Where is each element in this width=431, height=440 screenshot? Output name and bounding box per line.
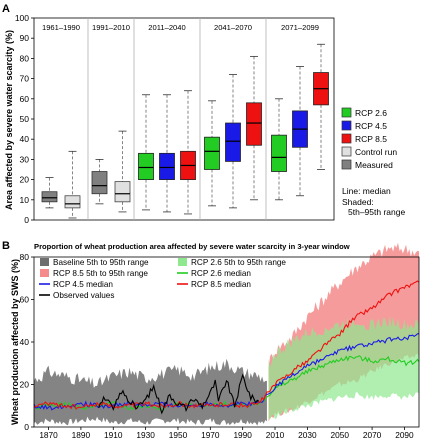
a-box-body — [271, 134, 287, 172]
b-xtick-label: 2090 — [395, 430, 414, 440]
a-box-rcp-8-5 — [246, 55, 262, 201]
b-xtick-label: 1950 — [169, 430, 188, 440]
a-box-body — [114, 181, 131, 203]
panel-a-letter: A — [2, 3, 10, 15]
a-ytick-label: 30 — [20, 154, 30, 164]
b-legend-label-rcp-8-5-5th-to-95th-range: RCP 8.5 5th to 95th range — [53, 269, 148, 278]
panel-b-title: Proportion of wheat production area affe… — [34, 242, 350, 251]
a-box-body — [225, 122, 241, 162]
a-ytick-label: 50 — [20, 114, 30, 124]
a-ytick-label: 100 — [15, 13, 29, 23]
b-line-observed-values — [98, 373, 260, 415]
a-box-rcp-2-6 — [204, 100, 220, 207]
panel-b-yticks: 0 20 40 60 80 — [20, 252, 34, 432]
b-legend-swatch-rcp-2-6-5th-to-95th-range — [178, 258, 187, 266]
b-xtick-label: 2050 — [331, 430, 350, 440]
b-legend-label-rcp-2-6-median: RCP 2.6 median — [191, 269, 251, 278]
b-legend-label-observed-values: Observed values — [53, 291, 114, 300]
a-ytick-label: 80 — [20, 53, 30, 63]
b-xtick-label: 1910 — [104, 430, 123, 440]
a-period-label: 2071–2099 — [281, 23, 319, 32]
legend-swatch-control-run — [341, 146, 352, 157]
b-legend-label-baseline-5th-to-95th-range: Baseline 5th to 95th range — [53, 258, 149, 267]
b-legend-swatch-baseline-5th-to-95th-range — [40, 258, 49, 266]
legend-label-rcp-2-6: RCP 2.6 — [355, 108, 387, 118]
a-box-body — [41, 191, 58, 203]
b-ytick-label: 60 — [20, 295, 30, 305]
panel-a-legend: RCP 2.6 RCP 4.5 RCP 8.5 Control run Measured… — [341, 107, 405, 217]
legend-note-line: Line: median — [342, 186, 391, 196]
panel-b-plot — [33, 242, 420, 426]
a-box-body — [246, 102, 262, 146]
legend-label-rcp-4-5: RCP 4.5 — [355, 121, 387, 131]
legend-swatch-rcp-4-5 — [341, 120, 352, 131]
a-box-control-run — [114, 130, 131, 213]
a-ytick-label: 60 — [20, 94, 30, 104]
a-box-body — [64, 195, 81, 209]
b-ytick-label: 20 — [20, 380, 30, 390]
a-box-body — [91, 171, 108, 195]
a-box-rcp-4-5 — [292, 66, 308, 197]
b-legend-label-rcp-8-5-median: RCP 8.5 median — [191, 280, 251, 289]
b-band-baseline-5th-to-95th-range — [34, 358, 267, 426]
b-legend-label-rcp-4-5-median: RCP 4.5 median — [53, 280, 113, 289]
a-ytick-label: 70 — [20, 74, 30, 84]
a-ytick-label: 20 — [20, 175, 30, 185]
panel-b: B Proportion of wheat production area af… — [2, 240, 420, 440]
legend-label-control-run: Control run — [355, 147, 397, 157]
b-xtick-label: 1930 — [136, 430, 155, 440]
a-period-label: 2011–2040 — [148, 23, 185, 32]
legend-note-shaded: Shaded: — [342, 197, 374, 207]
panel-a-frame — [33, 17, 335, 221]
b-legend-swatch-rcp-8-5-5th-to-95th-range — [40, 269, 49, 277]
legend-swatch-rcp-2-6 — [341, 107, 352, 118]
panel-a: A Area affected by severe water scarcity… — [2, 3, 405, 225]
a-box-body — [204, 136, 220, 170]
a-box-rcp-4-5 — [159, 94, 175, 213]
a-box-rcp-4-5 — [225, 74, 241, 209]
a-box-body — [159, 152, 175, 180]
a-box-body — [138, 152, 154, 180]
panel-b-xticks: 1870 1890 1910 1930 1950 1970 1990 2010 2030 2050… — [39, 427, 414, 440]
b-xtick-label: 1970 — [201, 430, 220, 440]
a-box-rcp-2-6 — [138, 94, 154, 211]
b-line-rcp-8-5-median — [33, 280, 420, 410]
b-xtick-label: 1870 — [39, 430, 58, 440]
a-period-label: 1991–2010 — [92, 23, 130, 32]
a-ytick-label: 0 — [24, 215, 29, 225]
b-xtick-label: 2010 — [266, 430, 285, 440]
legend-note-range: 5th–95th range — [348, 207, 405, 217]
b-ytick-label: 40 — [20, 337, 30, 347]
a-box-rcp-8-5 — [313, 43, 329, 170]
panel-a-ylabel: Area affected by severe water scarcity (… — [4, 30, 14, 210]
b-ytick-label: 80 — [20, 252, 30, 262]
legend-swatch-measured — [341, 159, 352, 170]
panel-b-ylabel: Wheat production affected by SWS (%) — [10, 259, 20, 425]
panel-a-yticks: 0 10 20 30 40 50 60 70 80 90 100 — [15, 13, 34, 225]
panel-b-legend: Baseline 5th to 95th range RCP 2.6 5th to… — [39, 258, 286, 300]
a-box-measured — [91, 158, 108, 205]
legend-label-rcp-8-5: RCP 8.5 — [355, 134, 387, 144]
panel-a-period-labels: 1961–1990 1991–2010 2011–2040 2041–2070 2071… — [42, 18, 319, 220]
a-box-rcp-2-6 — [271, 98, 287, 201]
a-period-label: 2041–2070 — [214, 23, 252, 32]
a-box-measured — [41, 177, 58, 209]
a-ytick-label: 90 — [20, 33, 30, 43]
panel-a-boxes — [41, 43, 329, 219]
a-box-rcp-8-5 — [180, 90, 196, 215]
a-ytick-label: 10 — [20, 195, 30, 205]
b-legend-label-rcp-2-6-5th-to-95th-range: RCP 2.6 5th to 95th range — [191, 258, 286, 267]
legend-label-measured: Measured — [355, 160, 393, 170]
b-xtick-label: 2070 — [363, 430, 382, 440]
panel-b-letter: B — [2, 240, 10, 252]
a-ytick-label: 40 — [20, 134, 30, 144]
b-ytick-label: 0 — [24, 422, 29, 432]
b-xtick-label: 1990 — [233, 430, 252, 440]
legend-swatch-rcp-8-5 — [341, 133, 352, 144]
a-period-label: 1961–1990 — [42, 23, 80, 32]
a-box-control-run — [64, 150, 81, 219]
b-xtick-label: 2030 — [298, 430, 317, 440]
b-xtick-label: 1890 — [72, 430, 91, 440]
